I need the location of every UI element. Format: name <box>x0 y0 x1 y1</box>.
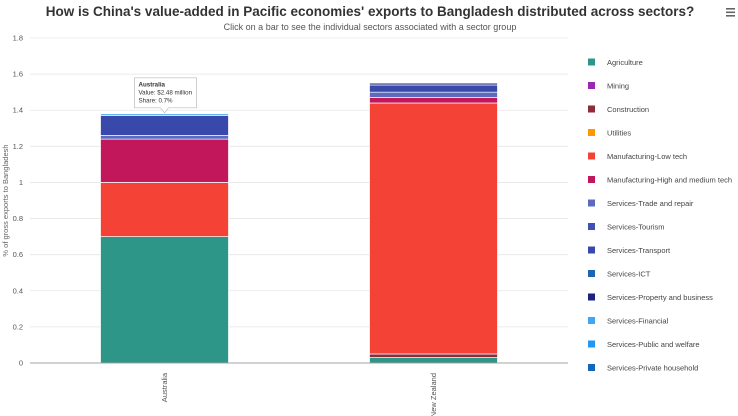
legend-item-manufacturing-low-tech[interactable]: Manufacturing-Low tech <box>588 152 687 161</box>
bar-segment-australia-manufacturing-high-and-medium-tech[interactable] <box>100 138 229 183</box>
y-tick-label: 1 <box>19 178 23 187</box>
y-tick-label: 1.2 <box>13 142 23 151</box>
legend-item-services-ict[interactable]: Services-ICT <box>588 269 651 278</box>
legend-label: Manufacturing-Low tech <box>607 152 687 161</box>
legend-item-services-trade-and-repair[interactable]: Services-Trade and repair <box>588 199 694 208</box>
y-tick-label: 0.4 <box>13 286 23 295</box>
legend-item-services-transport[interactable]: Services-Transport <box>588 246 671 255</box>
bar-segment-new-zealand-agriculture[interactable] <box>369 357 498 364</box>
legend-label: Services-ICT <box>607 269 651 278</box>
chart-subtitle: Click on a bar to see the individual sec… <box>224 22 517 32</box>
legend-label: Services-Trade and repair <box>607 199 694 208</box>
legend-swatch <box>588 176 595 183</box>
legend-swatch <box>588 293 595 301</box>
legend-label: Utilities <box>607 128 631 137</box>
bar-segment-australia-services-financial[interactable] <box>100 113 229 116</box>
tooltip-box <box>134 77 197 114</box>
bar-segment-australia-manufacturing-low-tech[interactable] <box>100 182 229 237</box>
bar-segment-new-zealand-services-trade-and-repair[interactable] <box>369 91 498 98</box>
y-tick-label: 0 <box>19 359 23 368</box>
tooltip: Australia Value: $2.48 million Share: 0.… <box>134 77 197 114</box>
legend-label: Services-Tourism <box>607 222 665 231</box>
bar-segment-australia-agriculture[interactable] <box>100 236 229 364</box>
y-axis-title: % of gross exports to Bangladesh <box>1 144 10 256</box>
y-tick-label: 0.2 <box>13 322 23 331</box>
legend-label: Construction <box>607 105 649 114</box>
legend-swatch <box>588 82 595 89</box>
legend-swatch <box>588 317 595 324</box>
legend-label: Services-Financial <box>607 316 669 325</box>
legend-label: Services-Transport <box>607 246 671 255</box>
bar-segment-new-zealand-manufacturing-low-tech[interactable] <box>369 102 498 355</box>
bars <box>100 82 498 364</box>
y-tick-label: 0.6 <box>13 250 23 259</box>
legend-swatch <box>588 58 595 66</box>
tooltip-share: Share: 0.7% <box>139 97 174 104</box>
legend-swatch <box>588 364 595 371</box>
bar-segment-new-zealand-services-property-and-business[interactable] <box>369 82 498 86</box>
legend-label: Services-Property and business <box>607 293 713 302</box>
legend-swatch <box>588 199 595 207</box>
legend-label: Agriculture <box>607 58 643 67</box>
legend: Agriculture Mining Construction Utilities Ma… <box>588 58 732 372</box>
bar-segment-new-zealand-construction[interactable] <box>369 353 498 358</box>
bar-segment-new-zealand-manufacturing-high-and-medium-tech[interactable] <box>369 97 498 104</box>
y-axis-ticks: 0 0.2 0.4 0.6 0.8 1 1.2 1.4 1.6 1.8 <box>13 34 23 368</box>
legend-label: Manufacturing-High and medium tech <box>607 175 732 184</box>
y-tick-label: 0.8 <box>13 214 23 223</box>
legend-swatch <box>588 152 595 160</box>
legend-item-construction[interactable]: Construction <box>588 105 649 114</box>
y-tick-label: 1.4 <box>13 106 23 115</box>
legend-swatch <box>588 129 595 136</box>
legend-swatch <box>588 223 595 230</box>
x-tick-label: New Zealand <box>429 373 438 416</box>
legend-item-services-tourism[interactable]: Services-Tourism <box>588 222 665 231</box>
legend-item-services-property-and-business[interactable]: Services-Property and business <box>588 293 713 302</box>
y-tick-label: 1.6 <box>13 70 23 79</box>
legend-swatch <box>588 105 595 113</box>
legend-item-services-financial[interactable]: Services-Financial <box>588 316 669 325</box>
tooltip-title: Australia <box>139 81 166 88</box>
x-axis-ticks: Australia New Zealand <box>160 372 438 416</box>
bar-segment-australia-services-transport[interactable] <box>100 115 229 136</box>
legend-item-services-private-household[interactable]: Services-Private household <box>588 363 698 372</box>
bar-segment-australia-services-trade-and-repair[interactable] <box>100 135 229 140</box>
x-tick-label: Australia <box>160 372 169 402</box>
legend-swatch <box>588 246 595 254</box>
legend-label: Services-Public and welfare <box>607 340 700 349</box>
legend-label: Services-Private household <box>607 363 698 372</box>
legend-swatch <box>588 270 595 277</box>
legend-label: Mining <box>607 81 629 90</box>
y-tick-label: 1.8 <box>13 34 23 43</box>
bar-segment-new-zealand-services-transport[interactable] <box>369 84 498 93</box>
tooltip-value: Value: $2.48 million <box>139 89 193 96</box>
chart-title: How is China's value-added in Pacific ec… <box>46 4 695 19</box>
legend-item-mining[interactable]: Mining <box>588 81 629 90</box>
hamburger-menu-icon[interactable] <box>722 4 736 18</box>
legend-item-utilities[interactable]: Utilities <box>588 128 631 137</box>
legend-item-manufacturing-high-and-medium-tech[interactable]: Manufacturing-High and medium tech <box>588 175 732 184</box>
legend-item-services-public-and-welfare[interactable]: Services-Public and welfare <box>588 340 700 349</box>
legend-swatch <box>588 340 595 348</box>
legend-item-agriculture[interactable]: Agriculture <box>588 58 643 67</box>
